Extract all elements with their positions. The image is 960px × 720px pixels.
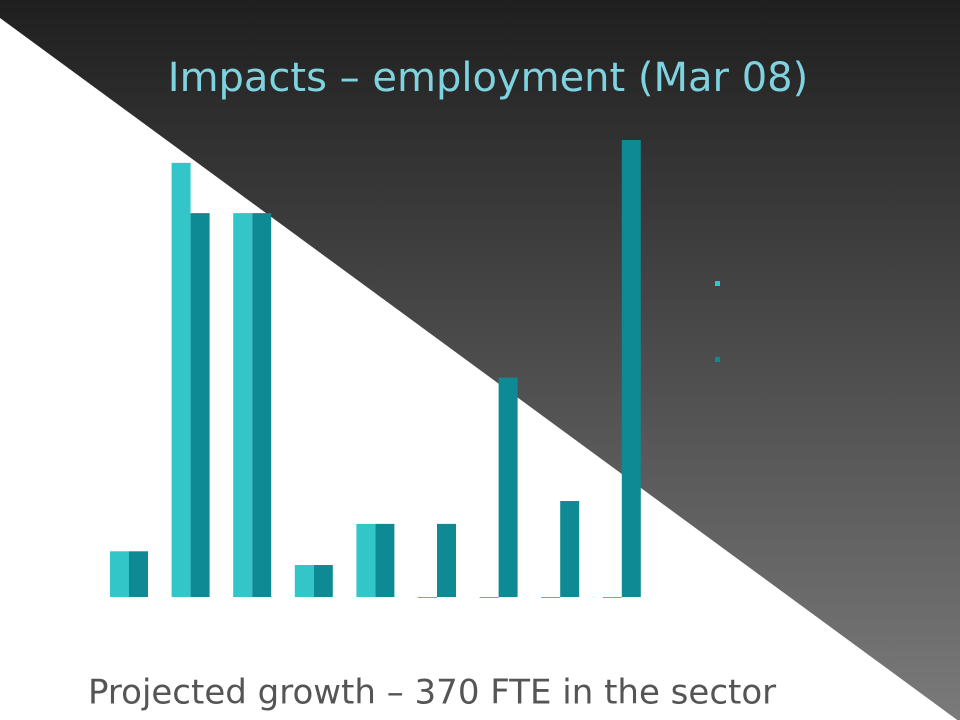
bar bbox=[313, 565, 333, 597]
bar bbox=[560, 501, 580, 597]
bar bbox=[252, 213, 272, 597]
legend-swatch bbox=[715, 357, 720, 362]
bar bbox=[418, 597, 437, 598]
bar bbox=[602, 597, 622, 598]
bar bbox=[233, 213, 253, 597]
bar bbox=[621, 140, 641, 597]
bar bbox=[356, 523, 376, 597]
bar bbox=[498, 377, 518, 597]
bar bbox=[110, 551, 129, 597]
chart-title: Impacts – employment (Mar 08) bbox=[168, 55, 808, 101]
subtitle: Projected growth – 370 FTE in the sector bbox=[88, 673, 776, 713]
plot bbox=[110, 140, 641, 598]
bar bbox=[375, 523, 395, 597]
bar bbox=[479, 597, 499, 598]
bar bbox=[129, 551, 148, 597]
bar bbox=[190, 213, 210, 597]
bar bbox=[541, 597, 561, 598]
bar bbox=[437, 523, 456, 597]
bar bbox=[171, 162, 191, 597]
bar bbox=[294, 565, 314, 597]
legend-swatch bbox=[715, 281, 720, 286]
